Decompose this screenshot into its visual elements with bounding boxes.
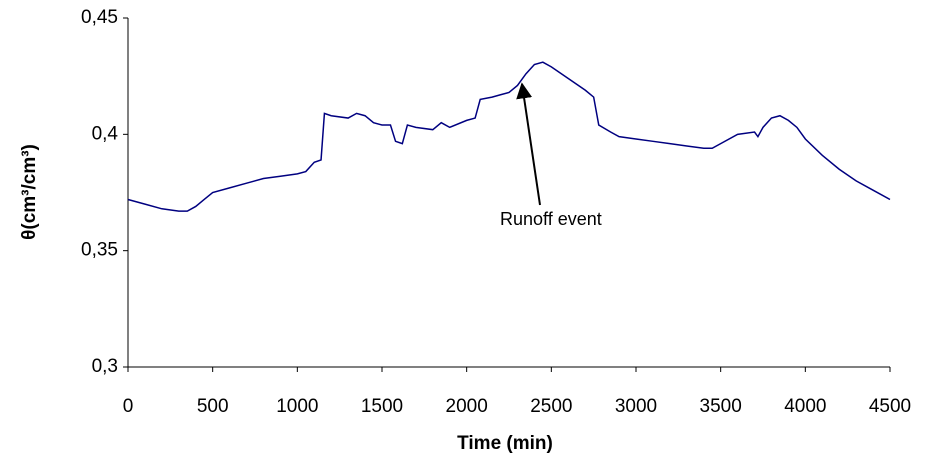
- y-tick-label: 0,35: [81, 240, 118, 261]
- y-axis-label: θ(cm³/cm³): [19, 144, 40, 240]
- data-line: [127, 61, 891, 212]
- x-tick-label: 2500: [530, 396, 572, 417]
- x-tick-label: 1000: [276, 396, 318, 417]
- y-tick-label: 0,4: [92, 123, 119, 144]
- x-tick-label: 4500: [869, 396, 911, 417]
- x-tick-label: 500: [197, 396, 229, 417]
- x-tick-label: 1500: [361, 396, 403, 417]
- annotation-arrow: [516, 82, 541, 206]
- x-tick-label: 2000: [446, 396, 488, 417]
- x-tick-label: 3500: [700, 396, 742, 417]
- y-tick-label: 0,45: [81, 7, 118, 28]
- x-tick-label: 3000: [615, 396, 657, 417]
- annotation: Runoff event: [500, 209, 602, 229]
- x-tick-label: 4000: [784, 396, 826, 417]
- x-tick-label: 0: [123, 396, 134, 417]
- y-tick-label: 0,3: [92, 356, 118, 377]
- x-axis-label: Time (min): [457, 433, 553, 454]
